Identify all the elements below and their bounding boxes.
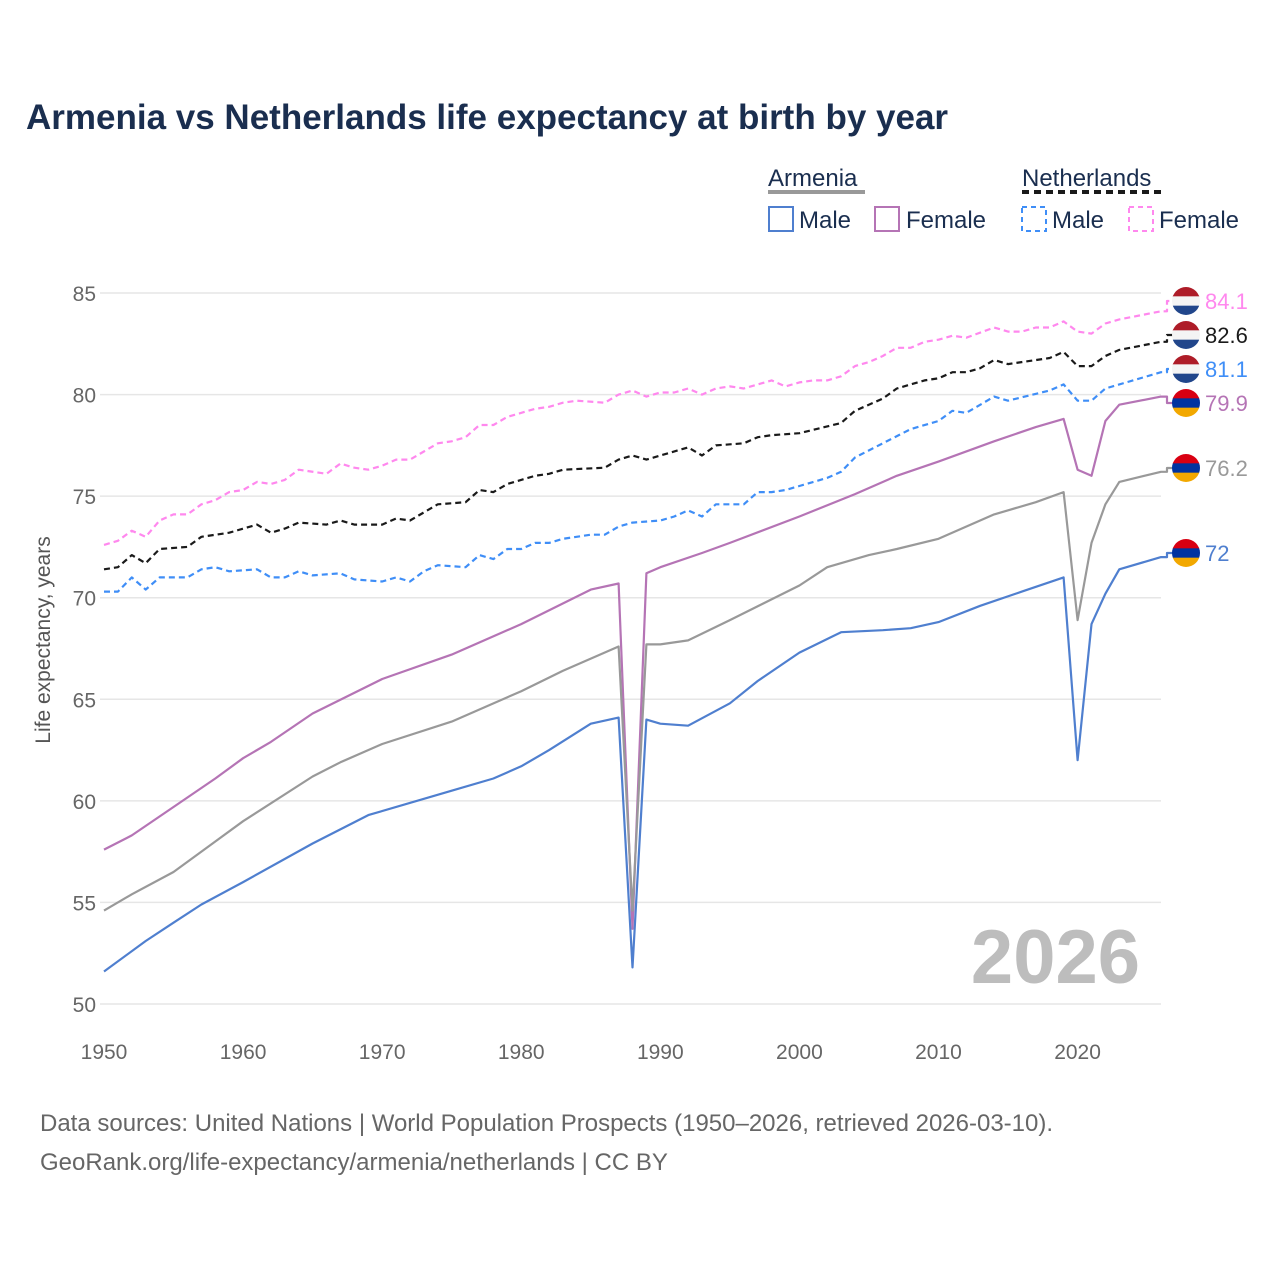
y-axis-label: Life expectancy, years [32, 536, 55, 743]
y-tick-label: 60 [73, 791, 96, 814]
end-labels: 84.1 82.6 81.1 79.9 76.2 72 [1172, 287, 1248, 567]
end-value-label: 72 [1205, 541, 1229, 566]
legend-armenia-heading: Armenia [768, 165, 858, 192]
armenia-flag-icon [1172, 539, 1200, 567]
armenia-flag-icon [1172, 389, 1200, 417]
x-axis-ticks: 1950 1960 1970 1980 1990 2000 2010 2020 [81, 1041, 1101, 1064]
netherlands-flag-icon [1172, 355, 1200, 383]
chart-title: Armenia vs Netherlands life expectancy a… [26, 98, 948, 137]
netherlands-flag-icon [1172, 287, 1200, 315]
end-value-label: 81.1 [1205, 357, 1248, 382]
end-value-label: 84.1 [1205, 289, 1248, 314]
y-tick-label: 75 [73, 486, 96, 509]
series-lines [103, 299, 1173, 973]
x-tick-label: 2000 [776, 1041, 823, 1064]
y-tick-label: 65 [73, 689, 96, 712]
x-tick-label: 2020 [1054, 1041, 1101, 1064]
y-tick-label: 70 [73, 588, 96, 611]
y-tick-label: 85 [73, 283, 96, 306]
footer-sources: Data sources: United Nations | World Pop… [40, 1110, 1053, 1137]
armenia-flag-icon [1172, 454, 1200, 482]
end-value-label: 82.6 [1205, 323, 1248, 348]
x-tick-label: 1980 [498, 1041, 545, 1064]
end-value-label: 76.2 [1205, 456, 1248, 481]
series-line-netherlands [103, 333, 1173, 571]
y-tick-label: 50 [73, 994, 96, 1017]
series-line-netherlands-female [103, 299, 1173, 546]
x-tick-label: 1990 [637, 1041, 684, 1064]
series-line-armenia-female [103, 395, 1173, 930]
legend-armenia-female-label: Female [906, 207, 986, 234]
legend-netherlands-male-label: Male [1052, 207, 1104, 234]
x-tick-label: 2010 [915, 1041, 962, 1064]
end-value-label: 79.9 [1205, 391, 1248, 416]
legend-netherlands-female-label: Female [1159, 207, 1239, 234]
y-axis-ticks: 50 55 60 65 70 75 80 85 [73, 283, 96, 1017]
y-tick-label: 55 [73, 892, 96, 915]
legend-armenia-male-label: Male [799, 207, 851, 234]
legend: Armenia Male Female Netherlands Male Fem… [768, 165, 1239, 234]
legend-netherlands-male-swatch [1021, 206, 1047, 232]
y-tick-label: 80 [73, 385, 96, 408]
series-line-armenia-male [103, 551, 1173, 973]
grid [100, 292, 1161, 1005]
legend-armenia-male-swatch [768, 206, 794, 232]
legend-armenia-female-swatch [874, 206, 900, 232]
x-tick-label: 1970 [359, 1041, 406, 1064]
footer-url: GeoRank.org/life-expectancy/armenia/neth… [40, 1149, 668, 1176]
year-watermark: 2026 [971, 915, 1140, 1000]
netherlands-flag-icon [1172, 321, 1200, 349]
x-tick-label: 1960 [220, 1041, 267, 1064]
series-line-armenia [103, 466, 1173, 912]
legend-netherlands-heading: Netherlands [1022, 165, 1151, 192]
series-line-netherlands-male [104, 367, 1173, 593]
x-tick-label: 1950 [81, 1041, 128, 1064]
legend-netherlands-female-swatch [1128, 206, 1154, 232]
